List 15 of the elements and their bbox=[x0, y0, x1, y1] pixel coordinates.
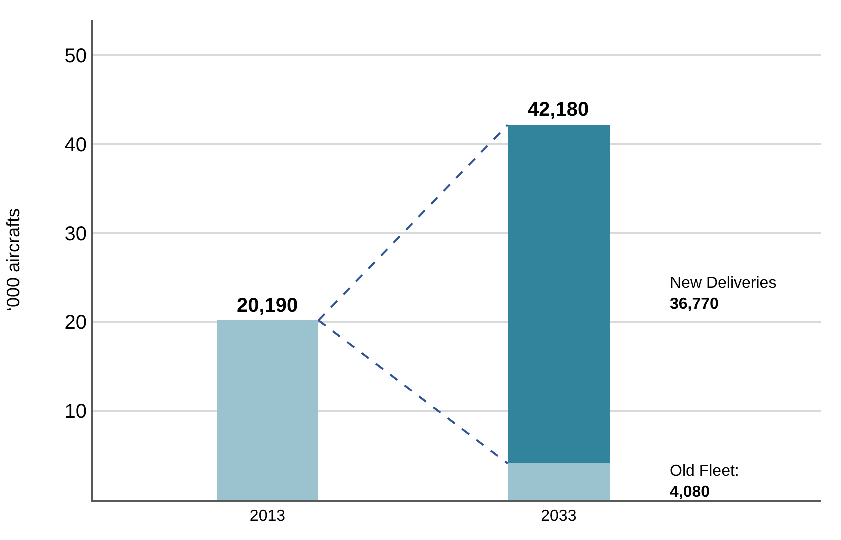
y-tick-label: 30 bbox=[64, 223, 87, 246]
x-tick-label: 2033 bbox=[541, 508, 577, 526]
annotation: New Deliveries 36,770 bbox=[670, 275, 777, 313]
total-label: 20,190 bbox=[237, 295, 298, 317]
y-tick-label: 10 bbox=[64, 401, 87, 424]
total-label: 42,180 bbox=[528, 99, 590, 121]
y-tick-label: 20 bbox=[64, 312, 87, 334]
x-tick-label: 2013 bbox=[250, 508, 286, 526]
y-axis-title: ‘000 aircrafts bbox=[3, 208, 24, 312]
bar bbox=[508, 125, 610, 464]
y-tick-label: 50 bbox=[64, 46, 87, 68]
bar bbox=[216, 320, 319, 500]
annotation: Old Fleet: 4,080 bbox=[670, 463, 740, 501]
y-tick-label: 40 bbox=[64, 134, 87, 156]
bar bbox=[508, 464, 610, 500]
